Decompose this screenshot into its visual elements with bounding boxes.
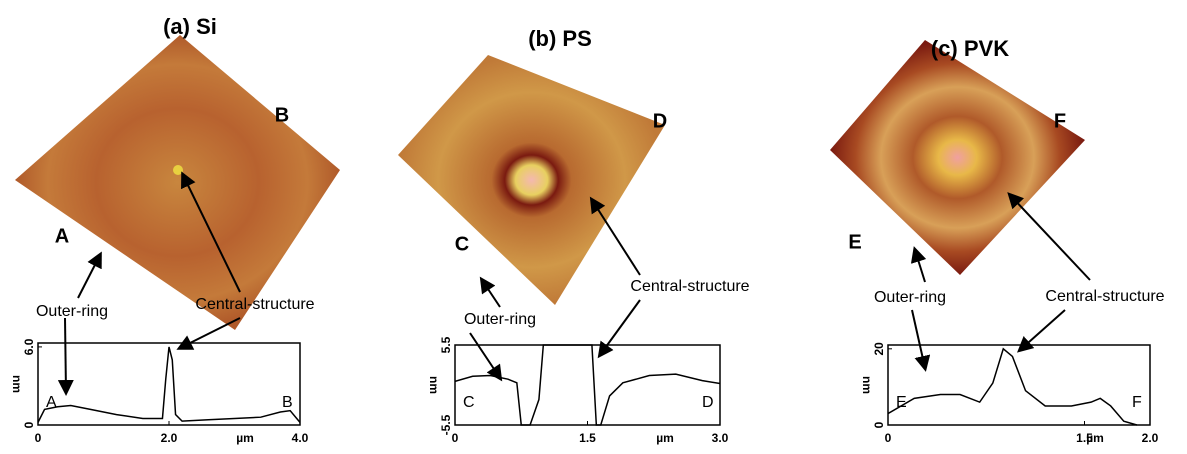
x-axis-label: µm bbox=[1086, 431, 1104, 445]
y-tick-label: 6.0 bbox=[22, 338, 36, 355]
y-tick-label: 5.5 bbox=[439, 336, 453, 353]
y-tick-label: -5.5 bbox=[439, 414, 453, 435]
annotation: Outer-ring bbox=[874, 289, 946, 306]
profile-line bbox=[455, 345, 720, 425]
x-axis-label: µm bbox=[656, 431, 674, 445]
plot-frame bbox=[38, 343, 300, 425]
annotation: Central-structure bbox=[630, 278, 749, 295]
panel-title: (b) PS bbox=[528, 26, 592, 51]
profile-line bbox=[38, 347, 300, 422]
corner-label: B bbox=[275, 104, 289, 126]
profile-start-label: C bbox=[463, 394, 475, 411]
y-tick-label: 0 bbox=[872, 421, 886, 428]
profile-end-label: D bbox=[702, 394, 714, 411]
x-tick-label: 2.0 bbox=[161, 431, 178, 445]
panel-title: (c) PVK bbox=[931, 36, 1009, 61]
figure: (a) Si A B Outer-ring Central-structure 0 2.0 4… bbox=[0, 0, 1187, 454]
annotation: Central-structure bbox=[1045, 288, 1164, 305]
x-tick-label: 4.0 bbox=[292, 431, 309, 445]
plot-frame bbox=[888, 345, 1150, 425]
profile-end-label: F bbox=[1132, 394, 1142, 411]
y-tick-label: 0 bbox=[22, 421, 36, 428]
plot-frame bbox=[455, 345, 720, 425]
corner-label: C bbox=[455, 233, 469, 255]
annotation: Outer-ring bbox=[36, 303, 108, 320]
afm-image bbox=[15, 35, 1085, 330]
x-tick-label: 1.5 bbox=[579, 431, 596, 445]
corner-label: F bbox=[1054, 110, 1066, 132]
annotation: Outer-ring bbox=[464, 311, 536, 328]
y-axis-label: nm bbox=[10, 375, 24, 393]
x-axis-label: µm bbox=[236, 431, 254, 445]
x-tick-label: 0 bbox=[885, 431, 892, 445]
y-axis-label: nm bbox=[427, 376, 441, 394]
x-tick-label: 0 bbox=[35, 431, 42, 445]
corner-label: E bbox=[848, 231, 861, 253]
profile-line bbox=[888, 349, 1137, 425]
x-tick-label: 2.0 bbox=[1142, 431, 1159, 445]
corner-label: D bbox=[653, 110, 667, 132]
profile-end-label: B bbox=[282, 394, 293, 411]
x-tick-label: 3.0 bbox=[712, 431, 729, 445]
y-tick-label: 20 bbox=[872, 342, 886, 356]
corner-label: A bbox=[55, 225, 69, 247]
y-axis-label: nm bbox=[860, 376, 874, 394]
panel-title: (a) Si bbox=[163, 14, 217, 39]
annotation: Central-structure bbox=[195, 296, 314, 313]
